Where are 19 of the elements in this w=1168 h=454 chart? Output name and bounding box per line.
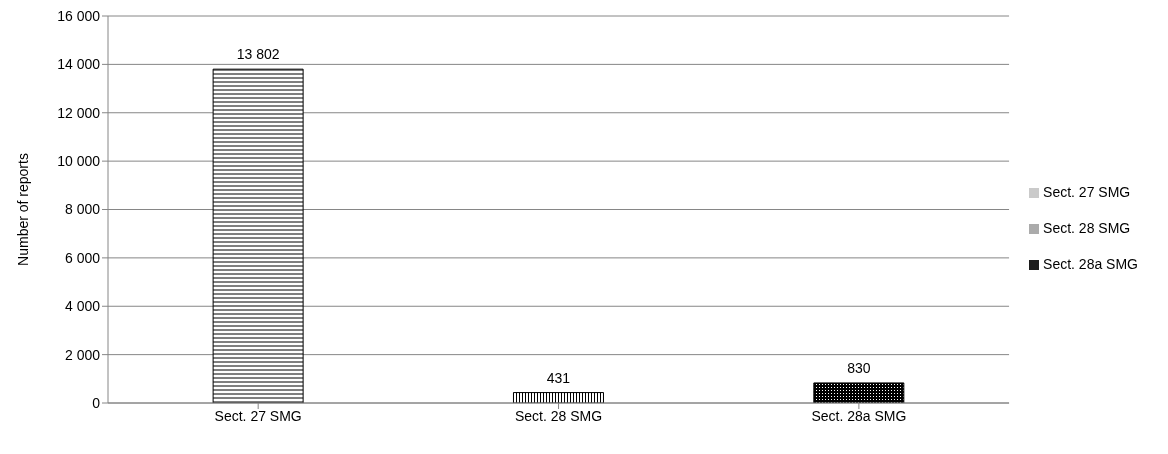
y-tick-label: 10 000	[57, 153, 101, 170]
data-label: 13 802	[236, 46, 280, 63]
y-tick-label: 4 000	[64, 298, 101, 315]
y-tick-label: 8 000	[64, 201, 101, 218]
y-axis-title: Number of reports	[14, 153, 31, 266]
data-label: 431	[546, 369, 571, 386]
y-tick-label: 12 000	[57, 104, 101, 121]
y-tick-label: 2 000	[64, 346, 101, 363]
legend-label: Sect. 28 SMG	[1043, 220, 1131, 236]
x-tick-label: Sect. 28a SMG	[811, 407, 907, 424]
data-label: 830	[847, 359, 871, 376]
y-tick-label: 6 000	[64, 249, 101, 266]
y-tick-label: 16 000	[57, 7, 101, 24]
legend-label: Sect. 28a SMG	[1043, 256, 1138, 272]
y-tick-label: 14 000	[57, 56, 101, 73]
x-tick-label: Sect. 27 SMG	[214, 407, 302, 424]
x-tick-label: Sect. 28 SMG	[514, 407, 603, 424]
legend-label: Sect. 27 SMG	[1043, 184, 1131, 200]
y-tick-label: 0	[92, 394, 101, 411]
